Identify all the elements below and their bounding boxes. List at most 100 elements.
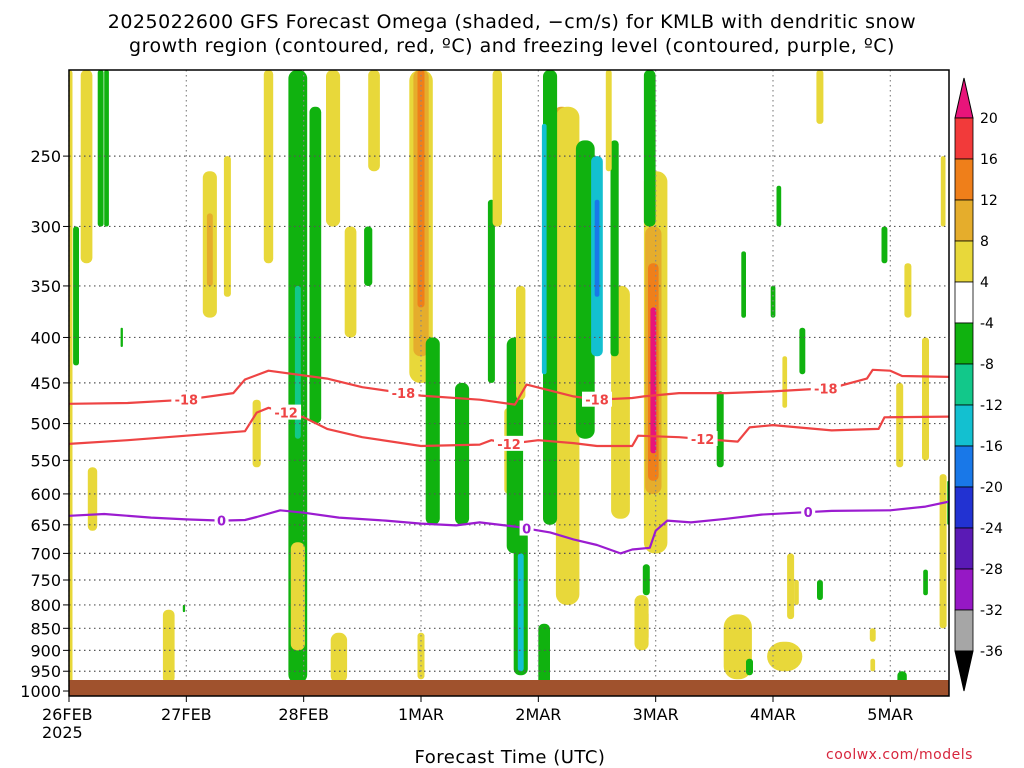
omega-shade-patch [344,226,357,338]
y-tick-label: 700 [30,544,61,563]
omega-shade-patch [538,623,550,688]
y-tick-label: 900 [30,641,61,660]
colorbar-bin [954,322,974,365]
colorbar-label: -28 [980,562,1003,578]
contour-line [69,368,949,406]
contour-line [69,500,949,555]
colorbar-top-arrow [954,77,974,119]
omega-shade-patch [741,251,746,318]
y-tick-label: 450 [30,374,61,393]
y-tick-label: 800 [30,596,61,615]
omega-shade-patch [364,226,373,286]
omega-shade-patch [940,156,946,227]
colorbar-label: -12 [980,398,1003,414]
omega-shade-patch [87,467,98,531]
omega-shade-patch [487,199,495,383]
omega-shade-patch [605,70,612,172]
omega-shade-patch [223,156,231,297]
y-tick-label: 850 [30,619,61,638]
omega-shade-patch [575,140,595,439]
colorbar-bin [954,363,974,406]
omega-colorbar: 20 16 12 8 4 -4 -8 -12 -16 -20 -24 -28 -32 -36 [954,77,1003,692]
x-tick-label: 1MAR [398,705,444,724]
chart-subtitle: growth region (contoured, red, ºC) and f… [129,35,895,57]
contour-label: -12 [691,433,715,448]
x-tick-label: 27FEB [161,705,212,724]
colorbar-bin [954,199,974,242]
x-axis-year: 2025 [42,723,83,742]
colorbar-bin [954,404,974,447]
time-axis: 26FEB 27FEB 28FEB 1MAR 2MAR 3MAR 4MAR 5MAR 2025 [42,696,913,742]
colorbar-label: -36 [980,644,1003,660]
contour-label-background [810,380,841,396]
omega-shade-patch [642,564,650,596]
contour-label: -12 [497,438,521,453]
omega-shade-patch [896,382,904,468]
colorbar-bin [954,486,974,529]
contour-label-background [494,435,524,451]
y-tick-label: 300 [30,217,61,236]
y-tick-label: 950 [30,662,61,681]
contour-label: 0 [522,523,531,538]
contour-label-background [171,391,202,407]
omega-shade-patch [182,604,186,613]
colorbar-bin [954,158,974,201]
credit-text: coolwx.com/models [826,747,973,763]
colorbar-label: -16 [980,439,1003,455]
omega-shade-patch [516,285,526,400]
y-tick-label: 250 [30,147,61,166]
omega-shade-patch [816,70,824,124]
colorbar-label: -8 [980,357,994,373]
omega-shade-patch [326,70,341,227]
contour-label: 0 [217,515,226,530]
contour-label: -18 [585,394,609,409]
omega-shade-patch [610,140,619,357]
contour-label: -18 [175,394,199,409]
colorbar-bottom-arrow [954,650,974,692]
omega-shade-patch [368,70,380,172]
colorbar-label: -24 [980,521,1003,537]
omega-shade-patch [799,327,806,375]
contour-label-background [388,385,419,401]
omega-shade-patch [80,70,93,264]
contour-label: -18 [392,387,416,402]
colorbar-label: 8 [980,234,989,250]
x-tick-label: 26FEB [42,705,93,724]
omega-shade-patch [817,580,823,600]
omega-shade-patch [787,553,795,620]
contour-label-background [582,391,612,407]
colorbar-bin [954,527,974,570]
colorbar-bin [954,445,974,488]
contour-label-background [687,430,718,446]
x-tick-label: 4MAR [750,705,796,724]
x-tick-label: 5MAR [867,705,913,724]
omega-shade-patch [97,70,104,227]
contour-label-background [271,404,302,420]
omega-shade-patch [69,70,73,691]
omega-shade-patch [263,70,274,264]
omega-shade-patch [770,285,776,318]
colorbar-label: -20 [980,480,1003,496]
colorbar-label: -32 [980,603,1003,619]
colorbar-bin [954,117,974,160]
omega-shade-patch [492,70,502,227]
x-tick-label: 3MAR [633,705,679,724]
omega-shade-patch [309,106,322,424]
omega-shade-patch [73,226,79,366]
omega-shade-patch [120,327,123,347]
y-tick-label: 650 [30,516,61,535]
colorbar-label: 20 [980,111,998,127]
omega-shade-patch [794,580,799,605]
chart-title: 2025022600 GFS Forecast Omega (shaded, −… [108,11,916,33]
omega-shade-patch [417,70,425,308]
colorbar-bin [954,609,974,652]
omega-shade-patch [517,553,524,672]
y-tick-label: 750 [30,571,61,590]
colorbar-label: 4 [980,275,989,291]
omega-shade-patch [782,356,788,408]
y-tick-label: 350 [30,277,61,296]
omega-shade-patch [294,285,301,439]
omega-shade-patch [870,658,876,672]
omega-shade-patch [746,658,753,676]
